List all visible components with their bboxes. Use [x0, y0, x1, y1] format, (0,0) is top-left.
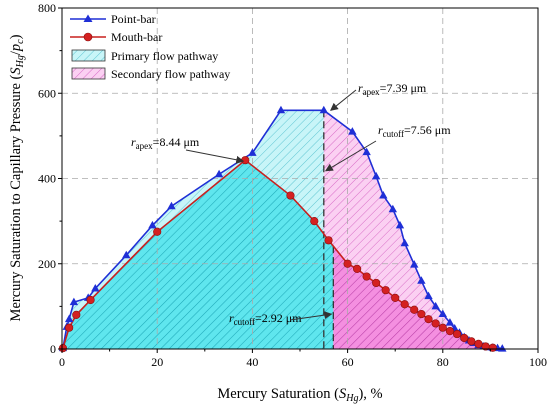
- mouth-bar-marker: [372, 278, 381, 288]
- x-axis-label: Mercury Saturation (SHg), %: [217, 386, 382, 404]
- legend: Point-bar Mouth-bar Primary flow pathway…: [70, 12, 230, 81]
- mouth-bar-marker: [381, 286, 390, 295]
- y-tick-label: 200: [38, 257, 56, 271]
- point-bar-marker: [445, 318, 455, 326]
- legend-point-bar-marker: [83, 14, 93, 22]
- mouth-bar-marker: [400, 300, 409, 309]
- point-bar-marker: [424, 291, 433, 300]
- y-tick-label: 600: [38, 86, 56, 100]
- secondary-area-mouth-bar: [333, 246, 493, 349]
- legend-point-bar-label: Point-bar: [111, 12, 156, 26]
- mouth-bar-marker: [410, 305, 419, 314]
- point-bar-marker: [371, 171, 381, 180]
- point-bar-marker: [431, 301, 440, 310]
- mouth-bar-marker: [424, 315, 433, 324]
- mouth-bar-marker: [153, 227, 162, 236]
- point-bar-marker: [91, 283, 100, 292]
- point-bar-marker: [362, 147, 371, 156]
- legend-primary-label: Primary flow pathway: [111, 49, 218, 63]
- point-bar-marker: [122, 250, 131, 259]
- point-bar-marker: [64, 314, 74, 323]
- mouth-bar-marker: [241, 156, 250, 165]
- primary-area-mouth-bar: [62, 160, 334, 349]
- mouth-bar-marker: [353, 264, 362, 273]
- point-bar-marker: [319, 105, 328, 114]
- annotation-arrow: [330, 89, 357, 111]
- mouth-bar-marker: [310, 217, 319, 226]
- annotation-label: rapex=8.44 μm: [131, 135, 200, 151]
- point-bar-marker: [400, 238, 409, 247]
- mouth-bar-marker: [417, 309, 426, 319]
- mouth-bar-marker: [58, 344, 68, 353]
- mouth-bar-marker: [391, 293, 400, 302]
- mouth-bar-marker: [86, 295, 95, 305]
- point-bar-marker: [395, 220, 405, 229]
- legend-mouth-bar-label: Mouth-bar: [111, 30, 162, 44]
- mouth-bar-marker: [362, 272, 371, 281]
- annotation-label: rcutoff=7.56 μm: [378, 123, 451, 139]
- annotation-label: rapex=7.39 μm: [358, 81, 427, 97]
- y-tick-label: 0: [50, 342, 56, 356]
- annotation-arrow: [289, 311, 333, 321]
- mouth-bar-marker: [286, 191, 295, 200]
- mouth-bar-marker: [324, 236, 333, 245]
- point-bar-marker: [167, 201, 176, 210]
- mouth-bar-marker: [474, 339, 483, 348]
- mouth-bar-marker: [438, 323, 447, 332]
- mouth-bar-marker: [445, 326, 455, 336]
- x-tick-label: 20: [151, 355, 163, 369]
- point-bar-marker: [148, 220, 157, 229]
- legend-secondary-swatch: [71, 67, 106, 80]
- mouth-bar-marker: [460, 333, 469, 343]
- annotation-label: rcutoff=2.92 μm: [229, 311, 302, 327]
- axis-ticks: 0 20 40 60 80 100 0 200 400 600 800: [38, 1, 547, 369]
- legend-primary-swatch: [71, 49, 106, 62]
- legend-secondary-label: Secondary flow pathway: [111, 67, 230, 81]
- point-bar-marker: [69, 297, 79, 306]
- point-bar-marker: [410, 260, 419, 268]
- annotation-arrow: [185, 149, 245, 164]
- point-bar-marker: [379, 191, 388, 199]
- y-axis-label: Mercury Saturation to Capillary Pressure…: [8, 34, 26, 321]
- x-tick-label: 60: [342, 355, 354, 369]
- legend-mouth-bar-marker: [83, 32, 93, 42]
- series-layer: [58, 105, 507, 353]
- mouth-bar-marker: [343, 259, 352, 268]
- annotation-arrow: [324, 140, 377, 172]
- mouth-bar-marker: [467, 337, 476, 346]
- x-tick-label: 0: [59, 355, 65, 369]
- x-tick-label: 80: [437, 355, 449, 369]
- point-bar-marker: [417, 276, 426, 284]
- x-tick-label: 40: [246, 355, 258, 369]
- mouth-bar-marker: [72, 310, 81, 320]
- annotations: rapex=8.44 μm rapex=7.39 μm rcutoff=7.56 μ…: [131, 81, 451, 327]
- y-tick-label: 400: [38, 172, 56, 186]
- point-bar-marker: [498, 344, 507, 352]
- mouth-bar-marker: [452, 329, 462, 339]
- point-bar-marker: [214, 169, 224, 178]
- mouth-bar-marker: [65, 323, 74, 332]
- point-bar-marker: [276, 105, 286, 114]
- point-bar-marker: [388, 204, 398, 213]
- mouth-bar-marker: [431, 319, 440, 328]
- grid: [62, 8, 538, 349]
- point-bar-marker: [438, 309, 447, 318]
- point-bar-marker: [248, 148, 257, 156]
- cutoff-dashed-lines: [323, 110, 334, 349]
- y-tick-label: 800: [38, 1, 56, 15]
- point-bar-marker: [348, 127, 357, 135]
- x-tick-label: 100: [529, 355, 547, 369]
